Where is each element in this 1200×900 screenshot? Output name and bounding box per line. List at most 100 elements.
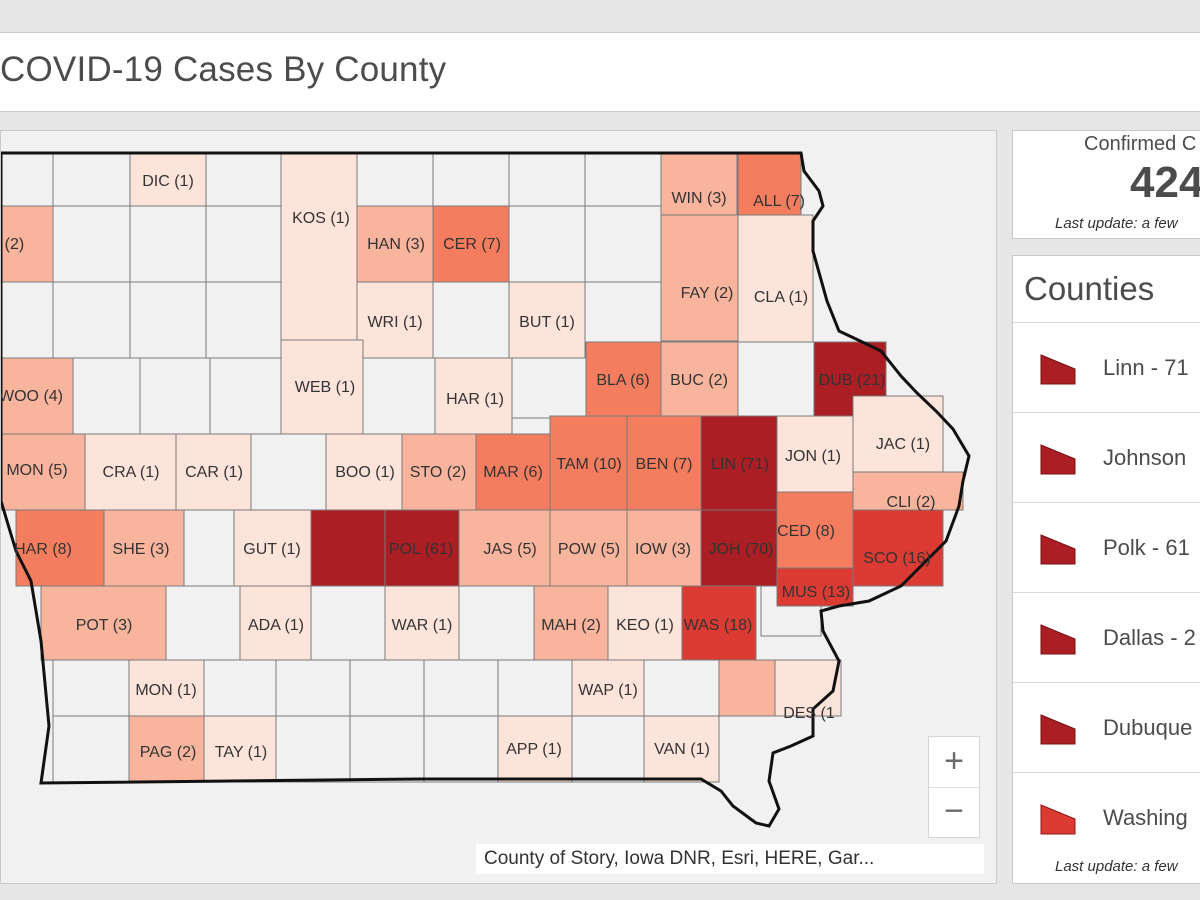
county-region[interactable]	[1, 205, 54, 283]
county-label: POW (5)	[558, 541, 620, 558]
county-list-item-label: Johnson	[1103, 445, 1187, 470]
county-region[interactable]	[737, 214, 814, 343]
county-cell	[511, 357, 587, 419]
county-label: APP (1)	[506, 741, 562, 758]
county-region[interactable]	[239, 585, 312, 661]
county-label: VAN (1)	[654, 741, 710, 758]
county-label: POT (3)	[76, 617, 133, 634]
county-cell	[52, 205, 131, 283]
county-label: WIN (3)	[671, 190, 726, 207]
county-region[interactable]	[325, 433, 403, 511]
confirmed-value: 424	[1130, 158, 1200, 207]
county-region[interactable]	[660, 152, 738, 216]
county-region[interactable]	[401, 433, 477, 511]
county-cell	[52, 281, 131, 359]
county-region[interactable]	[852, 509, 944, 587]
county-cell	[275, 659, 351, 717]
county-list-item[interactable]: Dubuque	[1013, 682, 1200, 772]
county-region[interactable]	[434, 357, 513, 435]
iowa-state-border	[1, 151, 971, 828]
county-label: MUS (13)	[782, 584, 850, 601]
county-list-item-label: Washing	[1103, 805, 1188, 830]
county-region[interactable]	[549, 509, 628, 587]
county-region[interactable]	[84, 433, 177, 511]
county-list-item[interactable]: Johnson	[1013, 412, 1200, 502]
county-cell	[203, 659, 277, 717]
county-list-item-label: Polk - 61	[1103, 535, 1190, 560]
county-label: CLA (1)	[754, 289, 808, 306]
county-region[interactable]	[384, 585, 460, 661]
county-region[interactable]	[660, 341, 739, 417]
county-region[interactable]	[776, 567, 854, 607]
county-region[interactable]	[280, 339, 364, 435]
county-cell	[1, 281, 54, 359]
county-cell	[310, 585, 386, 661]
county-list-item[interactable]: Polk - 61	[1013, 502, 1200, 592]
county-cell	[205, 152, 282, 207]
county-region[interactable]	[475, 433, 551, 511]
county-list-item[interactable]: Dallas - 2	[1013, 592, 1200, 682]
county-region[interactable]	[128, 659, 205, 717]
county-list-item[interactable]: Linn - 71	[1013, 322, 1200, 412]
map-attribution[interactable]: County of Story, Iowa DNR, Esri, HERE, G…	[476, 844, 984, 874]
county-region[interactable]	[280, 152, 358, 341]
county-region[interactable]	[774, 659, 842, 717]
county-cell	[209, 357, 282, 435]
county-region[interactable]	[626, 415, 702, 511]
county-region[interactable]	[508, 281, 586, 359]
county-cell	[423, 659, 499, 717]
county-region[interactable]	[497, 715, 573, 783]
county-region[interactable]	[1, 357, 74, 435]
counties-title: Counties	[1024, 270, 1155, 307]
county-region[interactable]	[776, 491, 854, 569]
county-label: CED (8)	[777, 523, 835, 540]
title-bar	[0, 32, 1200, 112]
county-label: DIC (1)	[142, 173, 194, 190]
map-panel[interactable]: DIC (1) KOS (1) WIN (3) ALL (7) O (2) HAN (3)…	[0, 130, 997, 884]
county-region[interactable]	[852, 395, 944, 473]
county-region[interactable]	[549, 415, 628, 511]
county-label: WAS (18)	[684, 617, 753, 634]
county-region[interactable]	[175, 433, 252, 511]
county-label: FAY (2)	[681, 285, 734, 302]
county-cell	[423, 715, 499, 783]
county-region[interactable]	[356, 281, 434, 359]
county-cell	[129, 205, 207, 283]
county-region[interactable]	[660, 214, 739, 342]
county-region[interactable]	[128, 715, 205, 783]
county-region[interactable]	[776, 415, 854, 493]
county-cell	[52, 659, 130, 717]
zoom-in-button[interactable]: +	[929, 737, 979, 788]
county-flag-icon	[1040, 804, 1076, 835]
county-cell	[584, 152, 662, 207]
county-region[interactable]	[571, 659, 645, 717]
county-region[interactable]	[40, 585, 167, 661]
county-label: CLI (2)	[887, 494, 936, 511]
county-cell	[497, 659, 573, 717]
county-region[interactable]	[356, 205, 434, 283]
county-label: JAC (1)	[876, 436, 930, 453]
county-region[interactable]	[737, 152, 802, 216]
county-cell	[205, 281, 282, 359]
county-region[interactable]	[233, 509, 312, 587]
county-label: IOW (3)	[635, 541, 691, 558]
county-cell	[508, 205, 586, 283]
county-cell	[584, 281, 662, 343]
county-label: KOS (1)	[292, 210, 350, 227]
county-label: CRA (1)	[103, 464, 160, 481]
county-region[interactable]	[533, 585, 609, 661]
county-region[interactable]	[643, 715, 720, 783]
county-label: WOO (4)	[1, 388, 63, 405]
county-list-item[interactable]: Washing	[1013, 772, 1200, 862]
county-region[interactable]	[432, 205, 510, 283]
county-region[interactable]	[203, 715, 277, 783]
zoom-out-button[interactable]: −	[944, 792, 964, 830]
county-region[interactable]	[103, 509, 185, 587]
county-flag-icon	[1040, 354, 1076, 385]
county-region[interactable]	[626, 509, 702, 587]
county-label: MON (1)	[135, 682, 196, 699]
county-region[interactable]	[458, 509, 551, 587]
county-region[interactable]	[681, 585, 757, 661]
iowa-county-map[interactable]: DIC (1) KOS (1) WIN (3) ALL (7) O (2) HAN (3)…	[1, 131, 996, 883]
county-cell	[718, 659, 776, 717]
